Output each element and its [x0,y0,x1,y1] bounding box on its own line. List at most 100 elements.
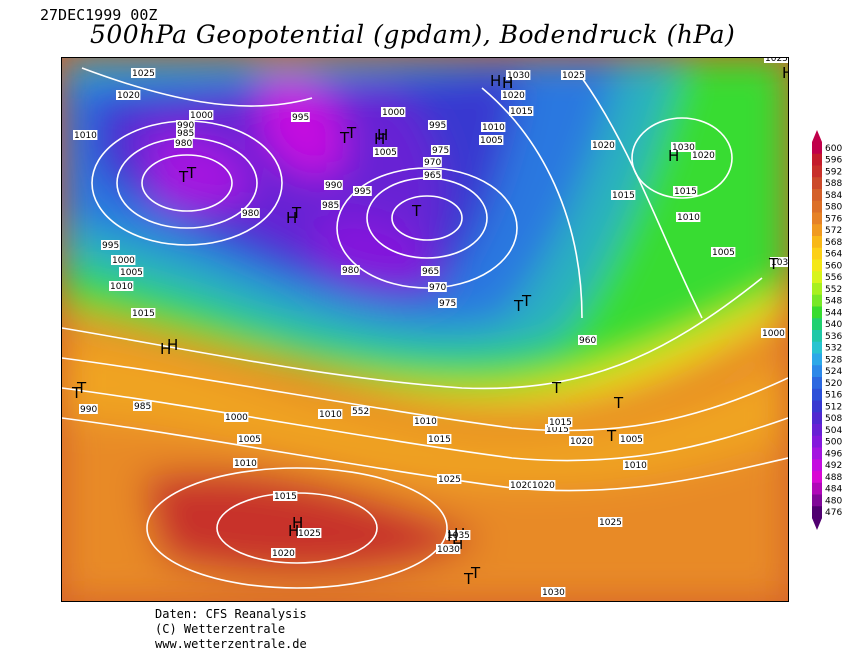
svg-text:975: 975 [439,299,456,309]
isobar-label: 980 [241,208,260,219]
isobar-label: 1030 [541,587,566,598]
isobar-label: 995 [428,120,447,131]
isobar-label: 1005 [711,247,736,258]
colorbar-label: 552 [825,285,842,295]
isobar-label: 990 [79,404,98,415]
svg-text:1000: 1000 [112,256,135,266]
colorbar-label: 536 [825,332,842,342]
h-iberia-marker: H [447,527,458,545]
isobar-label: 990 [176,120,195,131]
isobar-label: 1015 [273,491,298,502]
svg-text:1020: 1020 [502,91,525,101]
svg-text:980: 980 [175,139,192,149]
t-baltic-marker: T [606,427,617,445]
svg-text:1010: 1010 [234,459,257,469]
credits-source: Daten: CFS Reanalysis [155,607,307,621]
colorbar-swatch [812,447,822,460]
colorbar-top-arrow [812,130,822,142]
t-greenland-marker: T [178,168,189,186]
colorbar-label: 584 [825,191,842,201]
svg-text:970: 970 [424,158,441,168]
svg-text:1020: 1020 [510,481,533,491]
svg-text:1015: 1015 [510,107,533,117]
isobar-label: T [521,292,532,310]
t-east-marker: T [768,255,779,273]
svg-text:1005: 1005 [120,268,143,278]
colorbar-swatch [812,306,822,319]
svg-text:1025: 1025 [298,529,321,539]
svg-text:1010: 1010 [624,461,647,471]
colorbar-label: 528 [825,355,842,365]
colorbar-swatch [812,365,822,378]
svg-text:1030: 1030 [542,588,565,598]
isobar-label: 1020 [691,150,716,161]
svg-text:1025: 1025 [765,58,788,64]
colorbar-label: 512 [825,402,842,412]
svg-text:T: T [76,379,87,397]
svg-text:1030: 1030 [507,71,530,81]
svg-text:1020: 1020 [692,151,715,161]
svg-text:995: 995 [102,241,119,251]
isobar-label: 1020 [591,140,616,151]
svg-text:H: H [377,126,388,144]
t-west-marker: T [71,384,82,402]
colorbar-label: 508 [825,414,842,424]
svg-text:1000: 1000 [762,329,785,339]
colorbar-swatch [812,412,822,425]
isobar-label: 995 [101,240,120,251]
colorbar-label: 580 [825,203,842,213]
isobar-label: 1030 [436,544,461,555]
colorbar-swatch [812,318,822,331]
colorbar-swatch [812,283,822,296]
isobar-label: H [782,64,788,82]
isobar-label: 1000 [224,412,249,423]
svg-text:1020: 1020 [272,549,295,559]
svg-text:1030: 1030 [437,545,460,555]
h-north-iceland-marker: H [502,74,513,92]
colorbar-label: 524 [825,367,842,377]
isobar-label: 1005 [119,267,144,278]
colorbar-swatch [812,294,822,307]
isobar-label: 1025 [131,68,156,79]
isobar-label: 995 [291,112,310,123]
isobar-label: 1010 [623,460,648,471]
svg-text:965: 965 [422,267,439,277]
svg-text:1000: 1000 [190,111,213,121]
svg-text:980: 980 [242,209,259,219]
isobar-label: T [291,204,302,222]
isobar-label: 1020 [271,548,296,559]
colorbar-swatch [812,247,822,260]
isobar-label: 1000 [761,328,786,339]
credits-website: www.wetterzentrale.de [155,637,307,651]
isobar-label: 1010 [676,212,701,223]
svg-text:970: 970 [429,283,446,293]
t-scandinavia-marker: T [513,297,524,315]
isobar-label: 1005 [237,434,262,445]
colorbar-label: 516 [825,391,842,401]
isobar-label: 1025 [437,474,462,485]
colorbar: 600 596 592 588 584 580 576 572 568 564 560 556 552 5… [812,130,850,530]
isobar-label: 1015 [131,308,156,319]
colorbar-swatch [812,224,822,237]
colorbar-label: 592 [825,167,842,177]
colorbar-swatch [812,400,822,413]
isobar-label: 965 [421,266,440,277]
svg-text:1010: 1010 [319,410,342,420]
colorbar-label: 540 [825,320,842,330]
svg-text:1005: 1005 [712,248,735,258]
colorbar-swatch [812,200,822,213]
svg-text:995: 995 [292,113,309,123]
svg-text:1020: 1020 [570,437,593,447]
isobar-label: H [292,514,303,532]
colorbar-swatch [812,142,822,155]
colorbar-label: 480 [825,496,842,506]
svg-text:1025: 1025 [599,518,622,528]
h-arctic-marker: H [374,130,385,148]
svg-text:H: H [782,64,788,82]
isobar-label: 1000 [381,107,406,118]
colorbar-swatch [812,459,822,472]
colorbar-swatch [812,236,822,249]
svg-text:1000: 1000 [225,413,248,423]
credits: Daten: CFS Reanalysis (C) Wetterzentrale… [155,607,307,652]
